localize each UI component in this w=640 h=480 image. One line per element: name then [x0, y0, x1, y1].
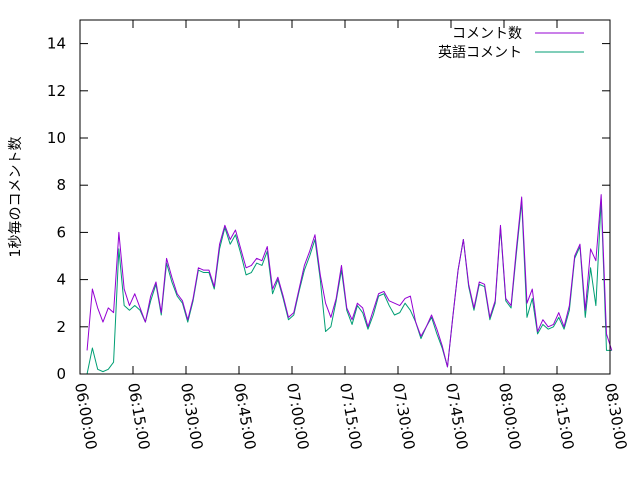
series-lines: [86, 194, 613, 375]
x-tick-label: 08:30:00: [601, 382, 630, 451]
x-tick-label: 07:15:00: [336, 382, 365, 451]
y-tick-label: 14: [47, 35, 66, 53]
series-line-0: [86, 194, 613, 368]
x-tick-label: 07:00:00: [283, 382, 312, 451]
x-tick-label: 08:15:00: [548, 382, 577, 451]
y-axis-title: 1秒毎のコメント数: [8, 137, 24, 258]
x-tick-label: 08:00:00: [495, 382, 524, 451]
x-tick-label: 06:15:00: [124, 382, 153, 451]
x-axis-ticks: 06:00:00 06:15:00 06:30:00 06:45:00 07:00:00…: [71, 20, 630, 451]
x-tick-label: 07:30:00: [389, 382, 418, 451]
y-tick-label: 2: [56, 318, 66, 336]
y-tick-label: 4: [56, 271, 66, 289]
series-line-1: [86, 198, 612, 375]
legend-label: 英語コメント: [438, 44, 522, 61]
y-tick-label: 0: [56, 365, 66, 383]
y-axis-ticks: 0 2 4 6 8 10 12 14: [47, 35, 610, 383]
y-tick-label: 8: [56, 176, 66, 194]
x-tick-label: 06:00:00: [71, 382, 100, 451]
plot-frame: [79, 19, 611, 375]
x-tick-label: 06:30:00: [177, 382, 206, 451]
y-tick-label: 10: [47, 129, 66, 147]
legend-label: コメント数: [452, 26, 522, 42]
y-tick-label: 6: [56, 223, 66, 241]
x-tick-label: 07:45:00: [442, 382, 471, 451]
y-tick-label: 12: [47, 82, 66, 100]
x-tick-label: 06:45:00: [230, 382, 259, 451]
